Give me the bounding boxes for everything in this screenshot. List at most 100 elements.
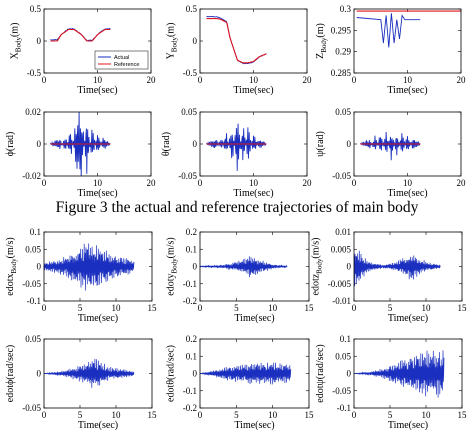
chart-panel-7: 0 5 10 15 -0.1 -0.05 0 0.05 0.1 Time(sec) edotxBod… [5,227,157,324]
x-tick-label: 20 [457,75,467,85]
x-tick-label: 15 [148,410,158,420]
y-tick-label: 0.005 [331,244,352,254]
y-tick-label: -0.2 [183,403,197,413]
y-axis-label: edotyBody(m/s) [166,237,179,296]
actual-line [356,13,421,48]
y-tick-label: 0.05 [335,351,351,361]
chart-panel-11: 0 5 10 15 -0.2 -0.1 0 0.1 0.2 Time(sec) edotθ(rad/… [166,334,314,430]
y-tick-label: 0.1 [186,244,197,254]
x-axis-label: Time(sec) [234,313,274,324]
x-tick-label: 0 [198,75,203,85]
y-tick-label: 0 [193,36,198,46]
y-axis-label: ψ(rad) [315,131,326,157]
x-tick-label: 15 [458,303,468,313]
axes-frame [353,8,462,74]
x-axis-label: Time(sec) [233,188,273,199]
x-axis-label: Time(sec) [234,420,274,430]
x-tick-label: 20 [303,75,313,85]
x-tick-label: 0 [42,178,47,188]
x-tick-label: 0 [352,410,357,420]
plot-area [356,10,461,48]
y-tick-label: 0.05 [335,107,351,117]
x-tick-label: 5 [234,410,239,420]
y-tick-label: -0.01 [332,296,351,306]
x-axis-label: Time(sec) [78,420,118,430]
y-tick-label: -0.1 [183,386,197,396]
y-tick-label: 0 [37,369,42,379]
x-tick-label: 15 [148,303,158,313]
x-axis-label: Time(sec) [77,85,117,96]
y-tick-label: 0.2 [186,334,197,344]
y-tick-label: 0.05 [181,107,197,117]
x-tick-label: 5 [388,303,393,313]
chart-panel-8: 0 5 10 15 -0.2 -0.1 0 0.1 0.2 Time(sec) edotyBody(… [166,227,314,324]
y-axis-label: YBody(m) [166,23,179,60]
chart-panel-12: 0 5 10 15 -0.1 -0.05 0 0.05 0.1 Time(sec) edotψ(ra… [315,334,467,430]
y-axis-label: ϕ(rad) [5,132,16,157]
plot-area [50,27,111,42]
y-tick-label: 0 [347,369,352,379]
actual-line [206,123,267,171]
axes-frame [199,8,308,74]
x-tick-label: 0 [42,410,47,420]
axes-frame [353,338,463,409]
y-axis-label: edotϕ(rad/sec) [5,345,16,402]
x-axis-label: Time(sec) [387,85,427,96]
error-line [354,250,441,287]
error-line [200,362,292,385]
y-tick-label: -0.1 [337,403,351,413]
y-tick-label: 0 [347,262,352,272]
y-tick-label: -0.05 [22,403,41,413]
y-tick-label: 0.2 [186,227,197,237]
plot-area [44,243,135,291]
x-tick-label: 10 [268,303,278,313]
x-tick-label: 0 [352,303,357,313]
x-tick-label: 20 [147,75,157,85]
chart-panel-1: 0 10 20-0.500.5Time(sec)XBody(m)ActualRefe… [10,4,156,96]
plot-area [200,256,288,278]
y-tick-label: 0.1 [340,334,351,344]
y-tick-label: 0.295 [331,25,352,35]
x-tick-label: 5 [388,410,393,420]
x-axis-label: Time(sec) [233,85,273,96]
axes-frame [353,231,463,302]
y-axis-label: edotψ(rad/sec) [315,344,326,402]
plot-area [44,358,135,388]
axes-frame [43,338,153,409]
plot-area [206,15,267,65]
reference-line [206,18,267,64]
y-tick-label: -0.05 [332,386,351,396]
x-tick-label: 20 [303,178,313,188]
x-tick-label: 5 [234,303,239,313]
legend-entry: Actual [114,55,129,61]
x-tick-label: 10 [93,75,103,85]
error-line [44,243,135,291]
x-tick-label: 10 [93,178,103,188]
y-tick-label: 0.05 [25,334,41,344]
plot-area [200,362,292,385]
y-tick-label: 0.1 [30,227,41,237]
x-axis-label: Time(sec) [78,313,118,324]
x-tick-label: 10 [403,178,413,188]
x-tick-label: 10 [249,178,259,188]
y-tick-label: 0.1 [186,351,197,361]
x-tick-label: 0 [198,303,203,313]
error-line [354,350,445,398]
x-tick-label: 0 [352,75,357,85]
error-line [200,256,288,278]
y-tick-label: 0.05 [25,244,41,254]
error-line [44,358,135,388]
y-axis-label: edotzBody(m/s) [310,238,323,296]
chart-panel-3: 0 10 20 0.285 0.29 0.295 0.3 Time(sec) ZBody(m) [315,4,466,96]
actual-line [50,27,111,42]
y-tick-label: 0 [193,139,198,149]
legend-entry: Reference [114,62,139,68]
y-tick-label: 0 [347,139,352,149]
figure-caption: Figure 3 the actual and reference trajec… [55,199,419,216]
x-tick-label: 5 [78,303,83,313]
y-tick-label: -0.1 [183,279,197,289]
x-tick-label: 15 [305,410,315,420]
